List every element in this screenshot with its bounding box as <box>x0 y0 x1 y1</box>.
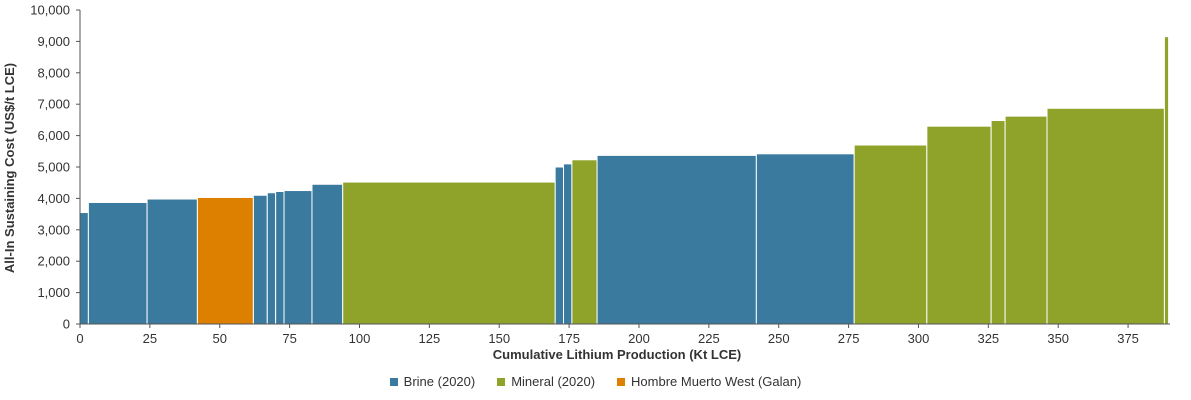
x-tick-label: 225 <box>698 331 720 346</box>
cost-bar <box>1004 115 1048 325</box>
y-tick-label: 2,000 <box>37 254 70 269</box>
y-tick-label: 9,000 <box>37 34 70 49</box>
x-tick-label: 375 <box>1117 331 1139 346</box>
cost-bar <box>1046 107 1165 325</box>
legend-swatch <box>389 377 398 386</box>
y-tick-label: 0 <box>63 317 70 332</box>
bars-layer <box>79 36 1170 325</box>
y-tick-label: 3,000 <box>37 222 70 237</box>
x-tick-label: 50 <box>213 331 227 346</box>
y-tick-label: 6,000 <box>37 128 70 143</box>
x-tick-label: 350 <box>1047 331 1069 346</box>
cost-bar <box>342 181 556 325</box>
legend-swatch <box>497 377 506 386</box>
cost-bar <box>755 153 855 325</box>
y-axis-title: All-In Sustaining Cost (US$/t LCE) <box>2 63 17 273</box>
x-tick-label: 100 <box>349 331 371 346</box>
cost-bar <box>1163 36 1170 325</box>
y-tick-labels: 0 1,000 2,000 3,000 4,000 5,000 6,000 7,000 8,00… <box>30 3 80 332</box>
cost-bar <box>283 190 313 325</box>
cost-bar <box>990 120 1006 325</box>
cost-bar <box>87 201 148 325</box>
x-tick-label: 325 <box>977 331 999 346</box>
x-tick-label: 300 <box>908 331 930 346</box>
x-tick-label: 275 <box>838 331 860 346</box>
x-tick-label: 25 <box>143 331 157 346</box>
legend: Brine (2020) Mineral (2020) Hombre Muerto … <box>0 374 1191 389</box>
cost-bar <box>252 194 268 325</box>
cost-bar <box>563 163 573 325</box>
x-tick-label: 0 <box>76 331 83 346</box>
cost-bar <box>311 183 344 325</box>
legend-item: Mineral (2020) <box>497 374 595 389</box>
cost-bar <box>146 198 198 325</box>
cost-bar <box>596 154 757 325</box>
y-tick-label: 8,000 <box>37 65 70 80</box>
cost-bar <box>571 159 598 325</box>
cost-bar <box>853 144 928 325</box>
x-tick-labels: 0 25 50 75 100 125 150 175 200 225 250 275 300 325 350… <box>76 324 1139 346</box>
x-axis-title: Cumulative Lithium Production (Kt LCE) <box>493 347 741 362</box>
y-tick-label: 1,000 <box>37 285 70 300</box>
x-tick-label: 75 <box>282 331 296 346</box>
x-tick-label: 150 <box>488 331 510 346</box>
x-tick-label: 250 <box>768 331 790 346</box>
cost-bar <box>266 192 277 325</box>
y-tick-label: 10,000 <box>30 3 70 18</box>
legend-label: Mineral (2020) <box>511 374 596 389</box>
legend-item: Brine (2020) <box>389 374 476 389</box>
x-tick-label: 175 <box>558 331 580 346</box>
legend-swatch <box>617 377 626 386</box>
cost-curve-chart: All-In Sustaining Cost (US$/t LCE) Cumul… <box>2 3 1170 362</box>
x-tick-label: 125 <box>419 331 441 346</box>
y-tick-label: 4,000 <box>37 191 70 206</box>
cost-bar <box>79 212 89 325</box>
x-tick-label: 200 <box>628 331 650 346</box>
cost-bar <box>554 166 565 325</box>
cost-bar <box>926 125 992 325</box>
cost-bar <box>196 196 254 325</box>
y-tick-label: 5,000 <box>37 160 70 175</box>
cost-bar <box>275 190 285 325</box>
y-tick-label: 7,000 <box>37 97 70 112</box>
legend-label: Hombre Muerto West (Galan) <box>631 374 802 389</box>
legend-item: Hombre Muerto West (Galan) <box>617 374 801 389</box>
legend-label: Brine (2020) <box>403 374 476 389</box>
